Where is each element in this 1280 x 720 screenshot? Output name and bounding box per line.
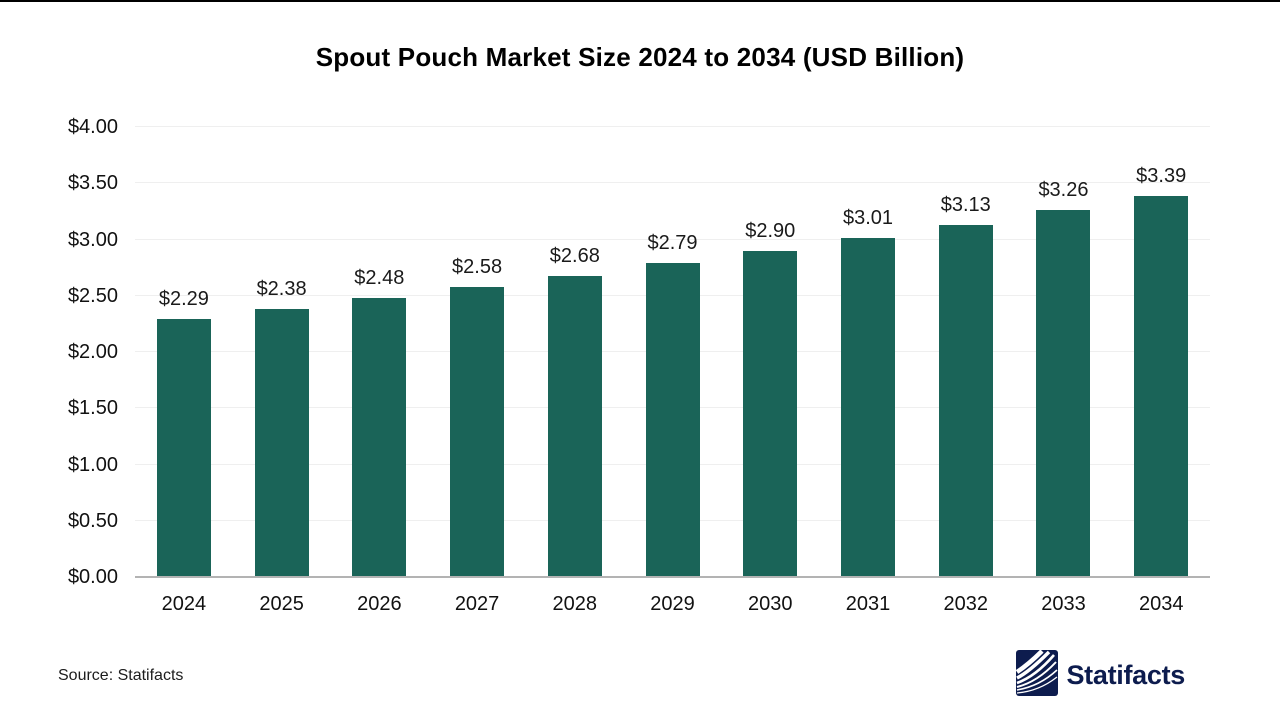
bar-column-2026: $2.48 — [330, 127, 428, 577]
y-axis-tick-label: $3.50 — [67, 172, 118, 195]
x-axis-tick-label: 2031 — [845, 593, 891, 615]
plot-area: $2.29 $2.38 $2.48 $2.58 $2.68 $2.79 $2.90 $3.01… — [135, 126, 1210, 577]
bar-column-2028: $2.68 — [526, 127, 624, 577]
bar-2026 — [352, 298, 407, 577]
y-axis-tick-label: $1.00 — [67, 453, 118, 476]
bar-2029 — [645, 263, 700, 577]
bar-value-label: $3.26 — [1038, 179, 1089, 202]
bar-column-2031: $3.01 — [819, 127, 917, 577]
bars: $2.29 $2.38 $2.48 $2.58 $2.68 $2.79 $2.90 $3.01… — [135, 127, 1210, 577]
bar-value-label: $2.68 — [549, 244, 600, 267]
bar-value-label: $2.90 — [745, 219, 796, 242]
x-axis-line — [135, 576, 1210, 578]
logo-text: Statifacts — [1066, 660, 1185, 690]
y-axis-tick-label: $3.00 — [67, 228, 118, 251]
bar-2028 — [547, 275, 602, 577]
bar-2027 — [450, 286, 505, 577]
bar-value-label: $2.58 — [452, 255, 503, 278]
x-axis-tick-label: 2024 — [161, 593, 207, 615]
statifacts-waves-icon — [1016, 649, 1059, 701]
y-axis-tick-label: $2.00 — [67, 341, 118, 363]
x-axis-tick-label: 2034 — [1138, 593, 1184, 615]
y-axis-tick-label: $2.50 — [67, 284, 118, 307]
x-axis-tick-label: 2030 — [748, 593, 793, 615]
bar-2024 — [156, 319, 211, 577]
y-axis-tick-label: $1.50 — [67, 397, 118, 420]
x-axis-tick-label: 2027 — [454, 593, 500, 615]
top-border — [0, 0, 1280, 2]
x-axis-tick-label: 2026 — [357, 593, 402, 615]
bar-column-2029: $2.79 — [624, 127, 722, 577]
bar-value-label: $3.13 — [940, 193, 991, 216]
y-axis: $0.00 $0.50 $1.00 $1.50 $2.00 $2.50 $3.00 $3.50… — [40, 116, 118, 588]
bar-column-2032: $3.13 — [917, 127, 1015, 577]
bar-2025 — [254, 309, 309, 577]
gridline — [135, 182, 1210, 184]
statifacts-logo: Statifacts — [1016, 649, 1185, 701]
bar-value-label: $3.39 — [1136, 164, 1187, 187]
x-axis-tick-label: 2028 — [552, 593, 598, 615]
bar-value-label: $2.29 — [158, 288, 209, 311]
gridline — [135, 126, 1210, 127]
bar-column-2027: $2.58 — [428, 127, 526, 577]
bar-column-2033: $3.26 — [1015, 127, 1113, 577]
bar-value-label: $3.01 — [842, 207, 894, 230]
bar-column-2024: $2.29 — [135, 127, 233, 577]
x-axis-tick-label: 2033 — [1041, 593, 1086, 615]
bar-value-label: $2.48 — [354, 267, 405, 289]
y-axis-tick-label: $0.00 — [67, 566, 118, 588]
bar-2032 — [938, 224, 993, 577]
y-axis-tick-label: $0.50 — [67, 509, 118, 532]
x-axis-tick-label: 2032 — [943, 593, 988, 615]
bar-column-2030: $2.90 — [721, 127, 819, 577]
bar-value-label: $2.79 — [647, 232, 698, 255]
bar-column-2025: $2.38 — [233, 127, 331, 577]
bar-column-2034: $3.39 — [1112, 127, 1210, 577]
bar-value-label: $2.38 — [256, 278, 307, 301]
x-axis-tick-label: 2025 — [259, 593, 304, 615]
x-axis-tick-label: 2029 — [650, 593, 695, 615]
bar-2031 — [841, 238, 895, 577]
y-axis-tick-label: $4.00 — [67, 116, 118, 138]
chart-title: Spout Pouch Market Size 2024 to 2034 (US… — [315, 42, 965, 72]
bar-2034 — [1134, 195, 1189, 577]
bar-2033 — [1036, 210, 1091, 577]
source-note: Source: Statifacts — [58, 667, 184, 684]
bar-2030 — [743, 250, 798, 577]
x-axis: 2024 2025 2026 2027 2028 2029 2030 2031 2032 2033… — [135, 593, 1210, 616]
gridline — [135, 238, 1210, 240]
